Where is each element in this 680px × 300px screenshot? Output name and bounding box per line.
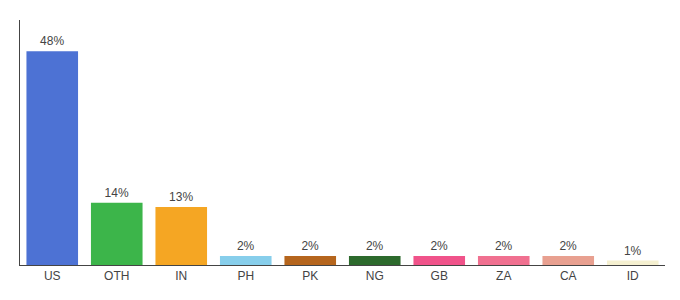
svg-text:2%: 2%	[495, 239, 513, 253]
svg-text:IN: IN	[175, 269, 187, 283]
svg-text:14%: 14%	[105, 186, 129, 200]
svg-text:2%: 2%	[559, 239, 577, 253]
svg-text:CA: CA	[560, 269, 577, 283]
svg-text:13%: 13%	[169, 190, 193, 204]
svg-text:ZA: ZA	[496, 269, 511, 283]
svg-text:ID: ID	[627, 269, 639, 283]
svg-text:2%: 2%	[237, 239, 255, 253]
svg-text:NG: NG	[366, 269, 384, 283]
svg-text:PH: PH	[237, 269, 254, 283]
svg-text:2%: 2%	[301, 239, 319, 253]
svg-text:GB: GB	[431, 269, 448, 283]
svg-text:US: US	[44, 269, 61, 283]
svg-text:OTH: OTH	[104, 269, 129, 283]
svg-text:48%: 48%	[40, 34, 64, 48]
svg-text:1%: 1%	[624, 244, 642, 258]
svg-text:2%: 2%	[430, 239, 448, 253]
svg-text:2%: 2%	[366, 239, 384, 253]
svg-text:PK: PK	[302, 269, 318, 283]
